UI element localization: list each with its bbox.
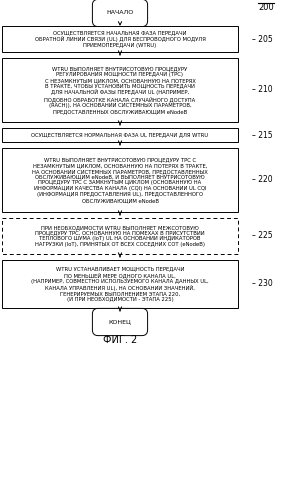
Text: WTRU ВЫПОЛНЯЕТ ВНУТРИСОТОВУЮ ПРОЦЕДУРУ
РЕГУЛИРОВАНИЯ МОЩНОСТИ ПЕРЕДАЧИ (TPC)
С Н: WTRU ВЫПОЛНЯЕТ ВНУТРИСОТОВУЮ ПРОЦЕДУРУ Р…: [44, 66, 196, 114]
Text: – 225: – 225: [252, 232, 273, 240]
Text: 200: 200: [258, 3, 274, 12]
Text: – 205: – 205: [252, 34, 273, 43]
Text: ФИГ. 2: ФИГ. 2: [103, 335, 137, 345]
Text: КОНЕЦ: КОНЕЦ: [109, 320, 131, 324]
Text: НАЧАЛО: НАЧАЛО: [106, 10, 134, 16]
FancyBboxPatch shape: [2, 58, 238, 122]
FancyBboxPatch shape: [92, 308, 147, 336]
FancyBboxPatch shape: [2, 148, 238, 212]
Text: – 210: – 210: [252, 86, 273, 94]
Text: WTRU ВЫПОЛНЯЕТ ВНУТРИСОТОВУЮ ПРОЦЕДУРУ TPC С
НЕЗАМКНУТЫМ ЦИКЛОМ, ОСНОВАННУЮ НА П: WTRU ВЫПОЛНЯЕТ ВНУТРИСОТОВУЮ ПРОЦЕДУРУ T…: [32, 157, 208, 203]
Text: – 220: – 220: [252, 176, 273, 184]
Text: ОСУЩЕСТВЛЯЕТСЯ НАЧАЛЬНАЯ ФАЗА ПЕРЕДАЧИ
ОБРАТНОЙ ЛИНИИ СВЯЗИ (UL) ДЛЯ БЕСПРОВОДНО: ОСУЩЕСТВЛЯЕТСЯ НАЧАЛЬНАЯ ФАЗА ПЕРЕДАЧИ О…: [35, 30, 206, 48]
Text: ПРИ НЕОБХОДИМОСТИ WTRU ВЫПОЛНЯЕТ МЕЖСОТОВУЮ
ПРОЦЕДУРУ TPC, ОСНОВАННУЮ НА ПОМЕХАХ: ПРИ НЕОБХОДИМОСТИ WTRU ВЫПОЛНЯЕТ МЕЖСОТО…: [35, 225, 205, 247]
Text: WTRU УСТАНАВЛИВАЕТ МОЩНОСТЬ ПЕРЕДАЧИ
ПО МЕНЬШЕЙ МЕРЕ ОДНОГО КАНАЛА UL,
(НАПРИМЕР: WTRU УСТАНАВЛИВАЕТ МОЩНОСТЬ ПЕРЕДАЧИ ПО …: [31, 266, 209, 302]
Text: ОСУЩЕСТВЛЯЕТСЯ НОРМАЛЬНАЯ ФАЗА UL ПЕРЕДАЧИ ДЛЯ WTRU: ОСУЩЕСТВЛЯЕТСЯ НОРМАЛЬНАЯ ФАЗА UL ПЕРЕДА…: [31, 132, 209, 138]
FancyBboxPatch shape: [92, 0, 147, 26]
Text: – 230: – 230: [252, 280, 273, 288]
FancyBboxPatch shape: [2, 128, 238, 142]
FancyBboxPatch shape: [2, 26, 238, 52]
FancyBboxPatch shape: [2, 218, 238, 254]
FancyBboxPatch shape: [2, 260, 238, 308]
Text: – 215: – 215: [252, 130, 273, 140]
